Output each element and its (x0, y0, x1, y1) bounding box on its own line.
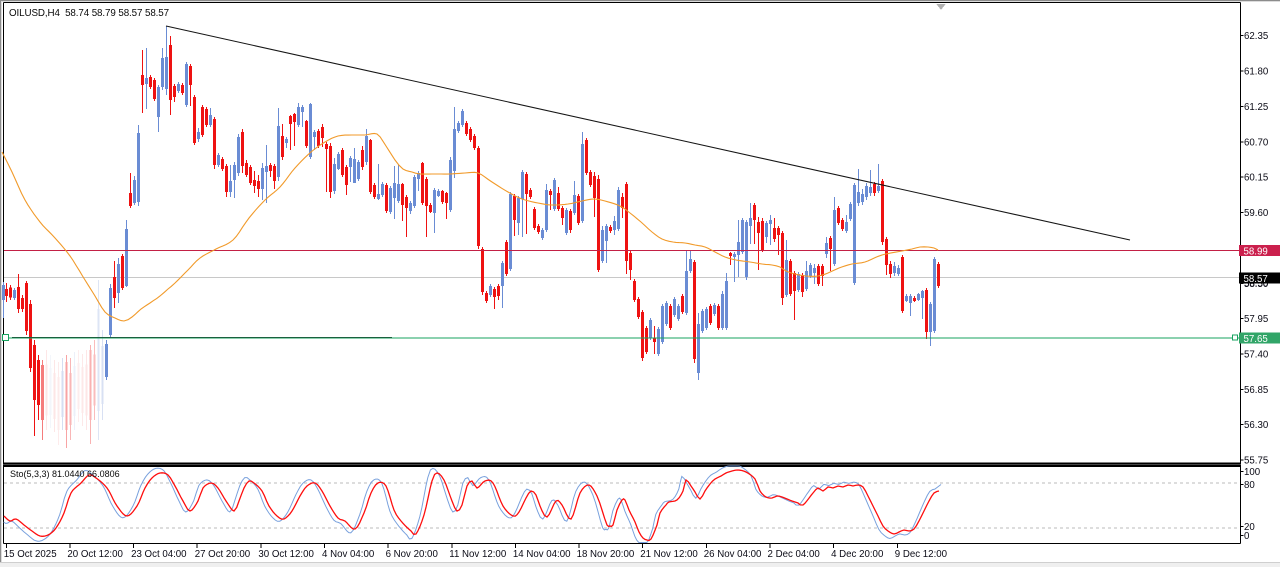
svg-text:6 Nov 20:00: 6 Nov 20:00 (386, 549, 439, 560)
svg-text:30 Oct 12:00: 30 Oct 12:00 (258, 549, 314, 560)
svg-text:60.70: 60.70 (1244, 137, 1269, 148)
svg-text:56.85: 56.85 (1244, 385, 1268, 396)
svg-text:58.57: 58.57 (1244, 274, 1268, 285)
svg-text:0: 0 (1244, 531, 1250, 542)
svg-text:26 Nov 04:00: 26 Nov 04:00 (704, 549, 762, 560)
svg-text:4 Nov 04:00: 4 Nov 04:00 (322, 549, 375, 560)
svg-text:9 Dec 12:00: 9 Dec 12:00 (895, 549, 948, 560)
svg-text:15 Oct 2025: 15 Oct 2025 (4, 549, 57, 560)
svg-text:20: 20 (1244, 522, 1255, 533)
svg-text:27 Oct 20:00: 27 Oct 20:00 (195, 549, 251, 560)
svg-text:14 Nov 04:00: 14 Nov 04:00 (513, 549, 571, 560)
svg-text:57.40: 57.40 (1244, 350, 1269, 361)
svg-text:58.50: 58.50 (1244, 279, 1269, 290)
svg-text:61.25: 61.25 (1244, 102, 1268, 113)
svg-text:4 Dec 20:00: 4 Dec 20:00 (831, 549, 884, 560)
svg-text:2 Dec 04:00: 2 Dec 04:00 (768, 549, 821, 560)
svg-text:80: 80 (1244, 480, 1255, 491)
svg-text:62.35: 62.35 (1244, 31, 1268, 42)
svg-text:20 Oct 12:00: 20 Oct 12:00 (67, 549, 123, 560)
svg-text:100: 100 (1244, 467, 1261, 478)
svg-text:60.15: 60.15 (1244, 173, 1268, 184)
svg-text:58.50: 58.50 (1244, 279, 1269, 290)
svg-text:59.60: 59.60 (1244, 208, 1269, 219)
svg-text:55.75: 55.75 (1244, 456, 1268, 467)
svg-text:OILUSD,H4 58.74 58.79 58.57 5: OILUSD,H4 58.74 58.79 58.57 58.57 (9, 8, 169, 19)
svg-text:21 Nov 12:00: 21 Nov 12:00 (640, 549, 698, 560)
svg-text:57.65: 57.65 (1244, 334, 1268, 345)
svg-text:56.30: 56.30 (1244, 420, 1269, 431)
svg-text:61.80: 61.80 (1244, 67, 1269, 78)
svg-text:23 Oct 04:00: 23 Oct 04:00 (131, 549, 187, 560)
svg-text:Sto(5,3,3) 81.0440 66.0806: Sto(5,3,3) 81.0440 66.0806 (10, 469, 120, 479)
svg-text:11 Nov 12:00: 11 Nov 12:00 (449, 549, 507, 560)
svg-text:58.99: 58.99 (1244, 246, 1268, 257)
svg-text:18 Nov 20:00: 18 Nov 20:00 (577, 549, 635, 560)
svg-text:57.95: 57.95 (1244, 314, 1268, 325)
